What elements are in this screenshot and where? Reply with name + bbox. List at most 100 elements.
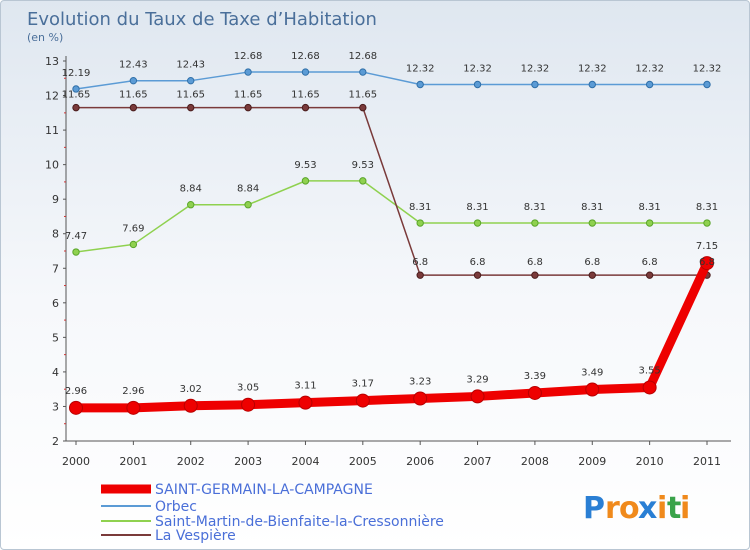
axes: 2 3 4 5 6 7 8 9 10 11 12 13 2000 2001 2002 2003 2004 2005… [45, 55, 731, 468]
y-tick-label: 11 [45, 124, 59, 137]
x-tick-label: 2003 [234, 455, 262, 468]
data-label: 2.96 [65, 386, 87, 397]
legend: SAINT-GERMAIN-LA-CAMPAGNEOrbecSaint-Mart… [101, 482, 444, 544]
data-label: 12.68 [234, 51, 263, 62]
y-tick-label: 5 [52, 331, 59, 344]
data-point [645, 219, 654, 227]
y-tick-label: 10 [45, 159, 59, 172]
data-point [531, 80, 539, 89]
data-label: 6.8 [470, 257, 486, 268]
x-tick-label: 2002 [177, 455, 205, 468]
x-tick-label: 2004 [291, 455, 319, 468]
series-line-0 [71, 258, 712, 413]
y-tick-label: 9 [52, 193, 59, 206]
data-point [72, 85, 80, 93]
data-label: 11.65 [119, 90, 148, 101]
series-line-3 [75, 106, 708, 276]
data-label: 3.23 [409, 377, 431, 388]
data-point [126, 400, 141, 415]
data-labels-layer: 12.19 12.43 12.43 12.68 12.68 12.68 12.32 12.32… [62, 51, 722, 397]
data-point [473, 219, 482, 227]
data-label: 12.43 [176, 60, 205, 71]
x-tick-label: 2005 [349, 455, 377, 468]
data-point [129, 240, 138, 249]
y-tick-label: 7 [52, 262, 59, 275]
data-label: 3.11 [294, 381, 316, 392]
data-point [72, 248, 80, 256]
data-label: 12.32 [578, 63, 607, 74]
data-point [301, 103, 310, 112]
data-label: 3.49 [581, 368, 603, 379]
data-point [359, 68, 367, 76]
data-point [244, 68, 252, 76]
data-point [416, 80, 424, 89]
data-label: 3.02 [180, 384, 202, 395]
x-tick-label: 2010 [636, 455, 664, 468]
legend-label: Orbec [155, 499, 197, 515]
x-tick-label: 2008 [521, 455, 549, 468]
data-point [187, 201, 195, 209]
x-tick-label: 2001 [119, 455, 147, 468]
data-label: 12.32 [693, 63, 722, 74]
data-point [642, 380, 657, 395]
data-point [301, 68, 310, 76]
data-point [473, 271, 482, 279]
data-point [69, 400, 83, 415]
series-line-2 [75, 180, 708, 253]
data-label: 7.15 [696, 241, 718, 252]
legend-label: Saint-Martin-de-Bienfaite-la-Cressonnièr… [155, 514, 444, 530]
data-point [298, 395, 313, 410]
logo-letter: t [667, 491, 681, 526]
data-point [187, 76, 195, 85]
data-label: 2.96 [122, 386, 144, 397]
data-label: 8.31 [696, 202, 718, 213]
data-point [700, 256, 714, 271]
data-point [585, 382, 600, 397]
y-tick-label: 4 [52, 366, 59, 379]
data-label: 11.65 [234, 90, 263, 101]
data-point [72, 103, 80, 112]
data-point [703, 80, 711, 89]
data-label: 12.68 [291, 51, 320, 62]
chart-subtitle: (en %) [27, 31, 63, 44]
data-label: 3.29 [466, 374, 488, 385]
data-label: 6.8 [584, 257, 600, 268]
data-label: 7.47 [65, 231, 87, 242]
data-label: 8.31 [466, 202, 488, 213]
data-label: 12.32 [463, 63, 492, 74]
x-tick-label: 2006 [406, 455, 434, 468]
y-tick-label: 2 [52, 435, 59, 448]
logo-letter: P [583, 491, 605, 526]
y-tick-label: 12 [45, 90, 59, 103]
data-label: 12.32 [521, 63, 550, 74]
data-label: 8.84 [237, 184, 259, 195]
data-label: 11.65 [176, 90, 205, 101]
data-point [416, 271, 424, 279]
data-label: 7.69 [122, 223, 144, 234]
data-point [183, 398, 198, 413]
data-point [645, 271, 654, 279]
data-point [645, 80, 654, 89]
logo-letter: x [638, 491, 657, 526]
data-label: 8.31 [581, 202, 603, 213]
logo-letter: i [680, 491, 690, 526]
data-label: 8.31 [409, 202, 431, 213]
data-label: 3.39 [524, 371, 546, 382]
data-label: 9.53 [294, 160, 316, 171]
data-label: 8.84 [180, 184, 202, 195]
data-label: 11.65 [348, 90, 377, 101]
data-label: 12.43 [119, 60, 148, 71]
data-point [244, 201, 252, 209]
y-tick-label: 3 [52, 400, 59, 413]
legend-label: SAINT-GERMAIN-LA-CAMPAGNE [155, 482, 373, 498]
data-point [416, 219, 424, 227]
data-label: 12.19 [62, 68, 91, 79]
data-label: 6.8 [527, 257, 543, 268]
data-label: 6.8 [642, 257, 658, 268]
data-label: 11.65 [62, 90, 91, 101]
data-label: 3.17 [352, 379, 374, 390]
y-tick-label: 8 [52, 228, 59, 241]
data-point [588, 219, 596, 227]
